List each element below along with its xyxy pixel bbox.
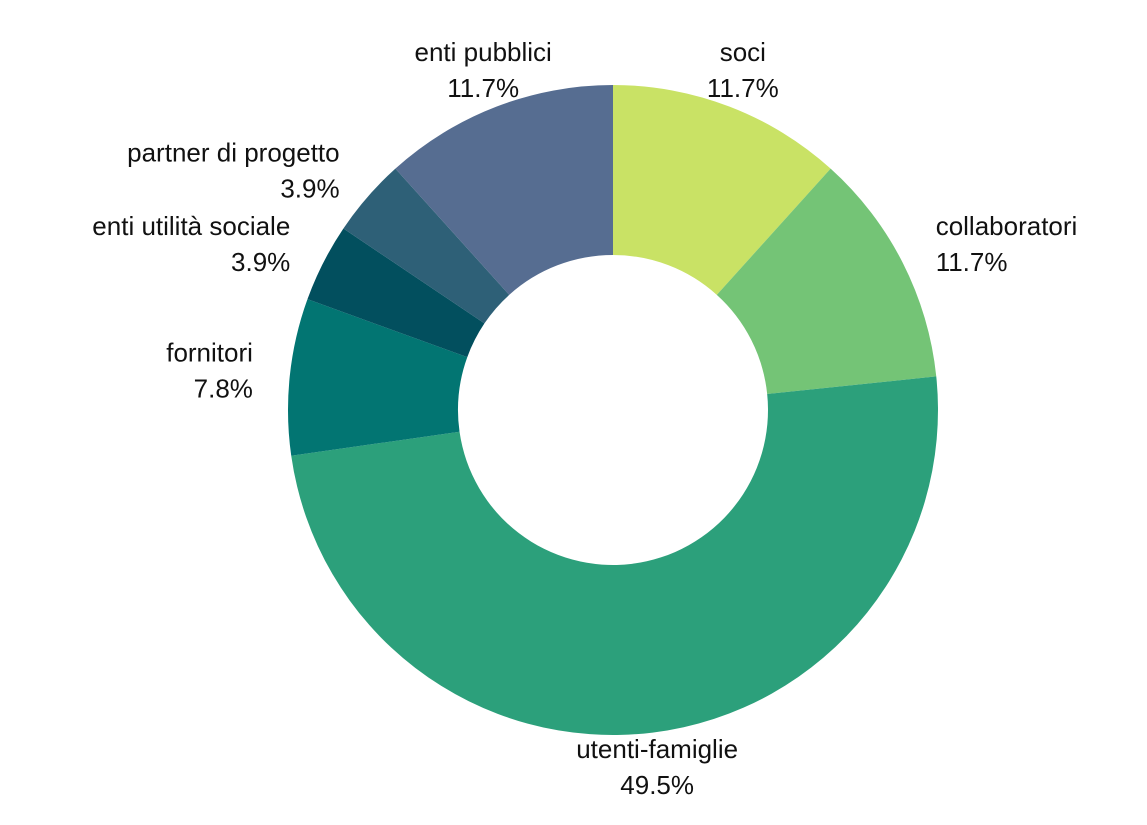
value-label: 3.9% [280, 174, 339, 204]
value-label: 11.7% [447, 73, 519, 103]
donut-slice [307, 228, 485, 358]
donut-slice [613, 85, 831, 295]
value-label: 11.7% [707, 73, 779, 103]
value-label: 49.5% [620, 770, 694, 800]
slice-label: fornitori [166, 337, 253, 367]
donut-slice [343, 168, 510, 324]
slice-label: enti utilità sociale [92, 211, 290, 241]
slice-label: soci [720, 37, 766, 67]
donut-slice [291, 376, 939, 735]
slice-label: utenti-famiglie [576, 734, 738, 764]
value-label: 11.7% [936, 247, 1008, 277]
value-label: 7.8% [194, 373, 253, 403]
value-label: 3.9% [231, 247, 290, 277]
donut-slice [716, 168, 937, 394]
slice-label: collaboratori [936, 211, 1078, 241]
donut-slice [288, 299, 468, 456]
slice-label: partner di progetto [127, 138, 339, 168]
donut-slice [395, 85, 613, 295]
slice-label: enti pubblici [415, 37, 552, 67]
